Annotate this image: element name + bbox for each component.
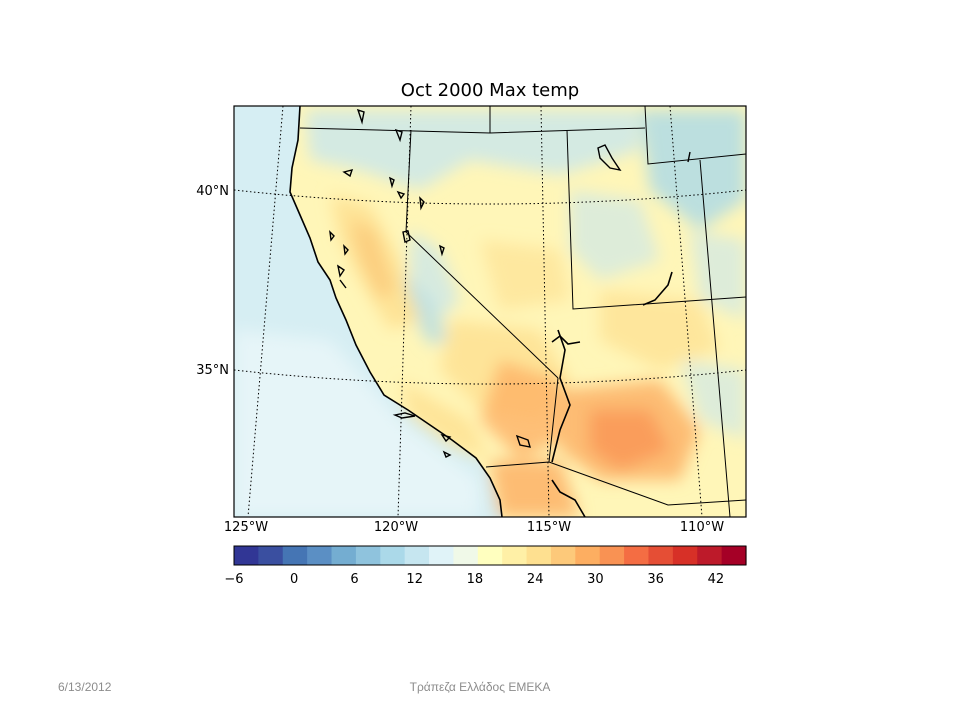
- lon-label-125: 125°W: [224, 520, 268, 535]
- channel-islands: [392, 412, 452, 458]
- lake-mead: [551, 334, 581, 345]
- colorbar-tick-label: 36: [647, 572, 664, 587]
- colorbar-segment: [502, 546, 528, 565]
- colorbar-segment: [331, 546, 357, 565]
- lon-label-110: 110°W: [680, 520, 724, 535]
- colorbar-segment: [550, 546, 576, 565]
- colorbar-segment: [355, 546, 381, 565]
- footer-text: Τράπεζα Ελλάδος ΕΜΕΚΑ: [409, 680, 551, 694]
- map-area: [234, 106, 746, 517]
- colorbar: [234, 546, 747, 565]
- graticule-lat-40: [234, 189, 746, 205]
- salton-sea: [515, 434, 531, 448]
- colorbar-segment: [282, 546, 308, 565]
- colorbar-tick-label: 42: [708, 572, 725, 587]
- colorbar-segment: [477, 546, 503, 565]
- great-salt-lake: [597, 144, 622, 172]
- colorbar-ticks: −6 0 6 12 18 24 30 36 42: [224, 572, 724, 587]
- colorbar-segment: [624, 546, 650, 565]
- graticule-lon-110: [669, 106, 703, 517]
- colorbar-tick-label: 6: [350, 572, 358, 587]
- colorbar-tick-label: 30: [587, 572, 604, 587]
- lake-powell: [642, 271, 673, 306]
- boundaries: [289, 106, 746, 517]
- colorbar-tick-label: 24: [527, 572, 544, 587]
- coastline: [289, 106, 503, 517]
- graticule-lat-35: [234, 369, 746, 385]
- colorbar-segment: [234, 546, 259, 565]
- colorbar-segment: [599, 546, 625, 565]
- colorbar-segment: [648, 546, 674, 565]
- colorbar-segment: [697, 546, 723, 565]
- colorbar-segment: [404, 546, 430, 565]
- colorbar-segment: [380, 546, 406, 565]
- colorbar-segment: [453, 546, 479, 565]
- colorbar-segment: [721, 546, 747, 565]
- colorbar-segment: [575, 546, 601, 565]
- footer-date: 6/13/2012: [58, 680, 112, 694]
- inland-lakes: [329, 108, 691, 289]
- lat-label-35: 35°N: [196, 363, 229, 378]
- colorbar-tick-label: 0: [290, 572, 298, 587]
- colorbar-tick-label: −6: [224, 572, 243, 587]
- lon-label-120: 120°W: [374, 520, 418, 535]
- colorbar-segment: [429, 546, 455, 565]
- lake-tahoe: [402, 230, 411, 243]
- colorado-river-border: [551, 329, 571, 463]
- graticule-lon-115: [540, 106, 550, 517]
- colorbar-segment: [258, 546, 284, 565]
- colorbar-segment: [672, 546, 698, 565]
- lat-label-40: 40°N: [196, 184, 229, 199]
- colorbar-tick-label: 18: [467, 572, 484, 587]
- sea-of-cortez-coast: [551, 479, 586, 517]
- colorbar-frame: [233, 545, 747, 566]
- colorbar-tick-label: 12: [406, 572, 423, 587]
- map-title: Oct 2000 Max temp: [400, 80, 580, 101]
- temperature-field: [305, 110, 746, 517]
- colorbar-segment: [307, 546, 333, 565]
- offshore-shading: [234, 330, 480, 517]
- graticule-lon-125: [247, 106, 284, 517]
- colorbar-segment: [526, 546, 552, 565]
- lon-label-115: 115°W: [527, 520, 571, 535]
